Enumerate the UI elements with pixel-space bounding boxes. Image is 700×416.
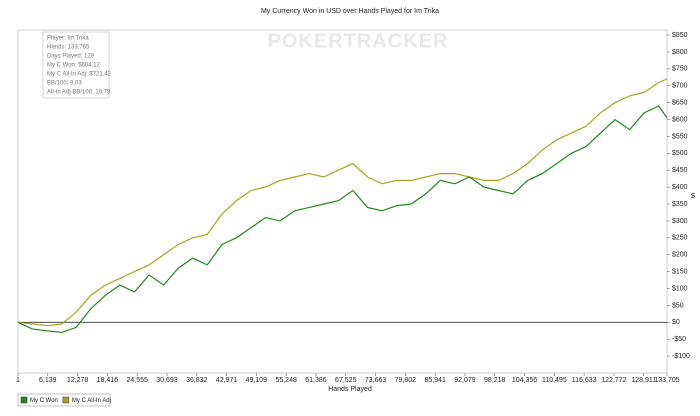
y-tick-label: $450 [672, 167, 688, 174]
y-tick-label: $150 [672, 268, 688, 275]
x-tick-label: 18,416 [97, 377, 119, 384]
y-tick-label: -$100 [672, 353, 690, 360]
info-line: My C Won: $604.12 [47, 63, 101, 69]
legend-swatch [62, 396, 70, 404]
info-line: BB/100: 9.03 [47, 81, 82, 87]
y-tick-label: $600 [672, 116, 688, 123]
y-axis-label: $ [691, 193, 695, 200]
y-tick-label: $500 [672, 150, 688, 157]
y-tick-label: -$50 [672, 336, 686, 343]
x-tick-label: 36,832 [186, 377, 208, 384]
y-tick-label: $800 [672, 49, 688, 56]
x-tick-label: 98,218 [484, 377, 506, 384]
info-line: Hands: 133,765 [47, 45, 90, 51]
info-box-frame [42, 31, 110, 99]
y-tick-label: $550 [672, 133, 688, 140]
x-tick-label: 61,386 [305, 377, 327, 384]
x-tick-label: 116,633 [572, 377, 597, 384]
x-tick-label: 85,941 [424, 377, 446, 384]
x-tick-label: 6,139 [39, 377, 57, 384]
info-line: All-In Adj BB/100: 10.79 [47, 90, 111, 96]
y-tick-label: $100 [672, 285, 688, 292]
x-tick-label: 12,278 [67, 377, 89, 384]
y-tick-label: $650 [672, 99, 688, 106]
series-line [17, 105, 668, 334]
x-tick-label: 122,772 [601, 377, 626, 384]
x-tick-label: 92,079 [454, 377, 476, 384]
y-tick-label: $400 [672, 184, 688, 191]
y-tick-label: $50 [672, 302, 684, 309]
x-axis-label: Hands Played [328, 386, 372, 393]
x-tick-label: 67,525 [335, 377, 357, 384]
y-tick-label: $850 [672, 32, 688, 39]
x-tick-label: 55,248 [275, 377, 297, 384]
series-line [17, 78, 668, 327]
x-tick-label: 104,356 [512, 377, 537, 384]
x-tick-label: 30,693 [156, 377, 178, 384]
x-tick-label: 110,495 [542, 377, 567, 384]
x-tick-label: 133,705 [654, 377, 679, 384]
y-tick-label: $750 [672, 66, 688, 73]
watermark: POKERTRACKER [268, 30, 449, 52]
plot-frame [17, 29, 668, 374]
chart-title: My Currency Won in USD over Hands Played… [261, 8, 439, 15]
x-tick-label: 128,911 [631, 377, 656, 384]
legend-swatch [20, 396, 28, 404]
x-tick-label: 79,802 [395, 377, 417, 384]
legend-label: My C Won [30, 398, 58, 404]
info-line: Days Played: 129 [47, 54, 95, 60]
info-box: Player: Im Trika Hands: 133,765 Days Playe… [42, 31, 112, 99]
info-line: My C All-In Adj: $721.42 [47, 72, 112, 78]
legend: My C Won My C All-In Adj [17, 393, 111, 407]
x-tick-label: 73,663 [365, 377, 387, 384]
x-tick-label: 1 [16, 377, 20, 384]
x-tick-label: 24,555 [126, 377, 148, 384]
y-tick-label: $700 [672, 83, 688, 90]
y-tick-label: $0 [672, 319, 680, 326]
y-tick-label: $200 [672, 252, 688, 259]
x-tick-label: 49,109 [246, 377, 268, 384]
info-line: Player: Im Trika [47, 36, 89, 42]
y-tick-label: $250 [672, 235, 688, 242]
y-tick-label: $350 [672, 201, 688, 208]
y-tick-label: $300 [672, 218, 688, 225]
legend-label: My C All-In Adj [72, 398, 111, 404]
x-tick-label: 42,971 [216, 377, 238, 384]
